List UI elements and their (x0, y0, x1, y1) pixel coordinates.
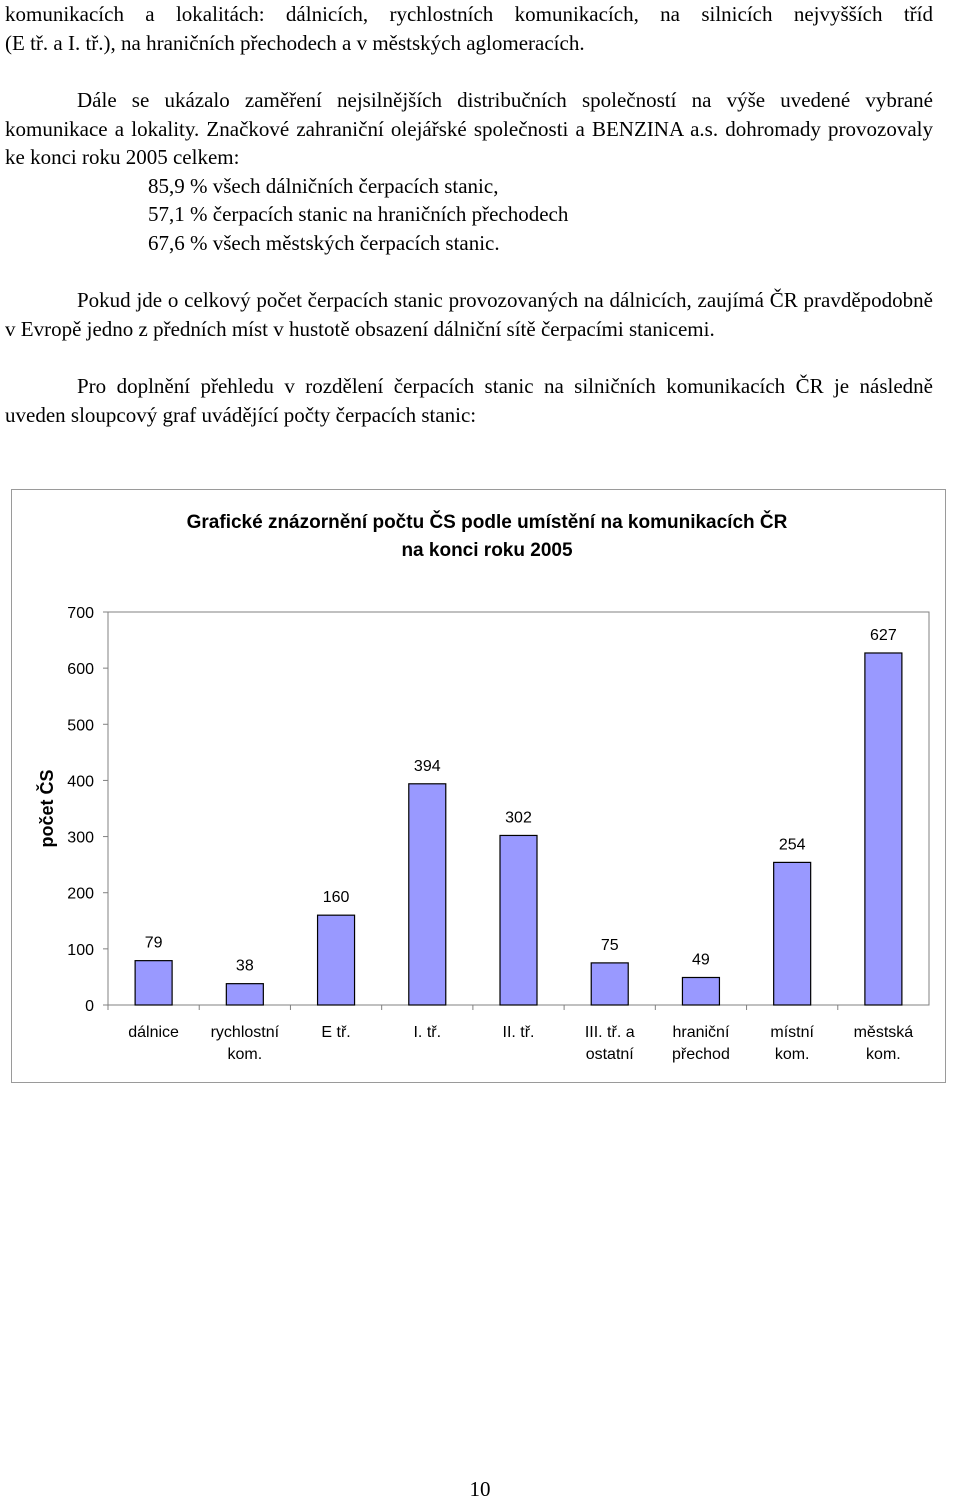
x-tick-label: E tř. (321, 1024, 350, 1041)
x-tick-label: kom. (866, 1046, 901, 1063)
paragraph-motorways: Pokud jde o celkový počet čerpacích stan… (5, 288, 933, 341)
y-tick-label: 600 (67, 661, 94, 678)
x-tick-label: III. tř. a (585, 1024, 635, 1041)
bar (225, 983, 264, 1006)
paragraph-distribution: Dále se ukázalo zaměření nejsilnějších d… (5, 88, 933, 169)
share-item: 57,1 % čerpacích stanic na hraničních př… (148, 202, 569, 226)
bar (134, 960, 173, 1006)
data-label: 627 (870, 627, 897, 644)
bar (499, 834, 538, 1006)
y-tick-label: 500 (67, 717, 94, 734)
y-tick-label: 0 (85, 998, 94, 1015)
bar (408, 783, 447, 1006)
x-tick-label: rychlostní (211, 1024, 280, 1041)
chart-canvas: Grafické znázornění počtu ČS podle umíst… (36, 511, 930, 1063)
x-tick-label: kom. (227, 1046, 262, 1063)
x-tick-label: ostatní (586, 1046, 635, 1063)
share-item: 67,6 % všech městských čerpacích stanic. (148, 230, 500, 255)
y-tick-label: 700 (67, 605, 94, 622)
data-label: 160 (323, 889, 350, 906)
bar-chart: Grafické znázornění počtu ČS podle umíst… (11, 489, 946, 1083)
data-label: 49 (692, 951, 710, 968)
bar (681, 976, 721, 1006)
x-tick-label: místní (770, 1024, 814, 1041)
x-tick-label: dálnice (128, 1024, 179, 1041)
x-tick-label: kom. (775, 1046, 810, 1063)
y-tick-label: 400 (67, 773, 94, 790)
y-tick-label: 300 (67, 830, 94, 847)
data-label: 394 (414, 758, 441, 775)
body-text: komunikacích a lokalitách: dálnicích, ry… (5, 0, 933, 429)
x-tick-label: II. tř. (503, 1024, 535, 1041)
x-tick-label: městská (854, 1024, 914, 1041)
paragraph-line: (E tř. a I. tř.), na hraničních přechode… (5, 30, 585, 55)
x-tick-label: přechod (672, 1046, 730, 1063)
page-number: 10 (469, 1477, 491, 1501)
chart-title: Grafické znázornění počtu ČS podle umíst… (187, 511, 788, 533)
x-tick-label: I. tř. (413, 1024, 441, 1041)
bar (316, 914, 356, 1006)
y-tick-label: 200 (67, 886, 94, 903)
data-label: 75 (601, 937, 619, 954)
chart-title: na konci roku 2005 (401, 540, 573, 561)
paragraph-chart-intro: Pro doplnění přehledu v rozdělení čerpac… (5, 374, 933, 427)
share-item: 85,9 % všech dálničních čerpacích stanic… (148, 173, 499, 198)
data-label: 79 (145, 935, 163, 952)
data-label: 254 (779, 836, 806, 853)
bar (864, 652, 903, 1006)
bar (773, 861, 812, 1006)
y-axis-title: počet ČS (36, 769, 57, 847)
share-list: 85,9 % všech dálničních čerpacích stanic… (5, 172, 933, 258)
data-label: 302 (505, 809, 532, 826)
data-label: 38 (236, 958, 254, 975)
paragraph-line: komunikacích a lokalitách: dálnicích, ry… (5, 2, 933, 26)
y-tick-label: 100 (67, 942, 94, 959)
x-tick-label: hraniční (672, 1024, 729, 1041)
bar (590, 962, 629, 1006)
